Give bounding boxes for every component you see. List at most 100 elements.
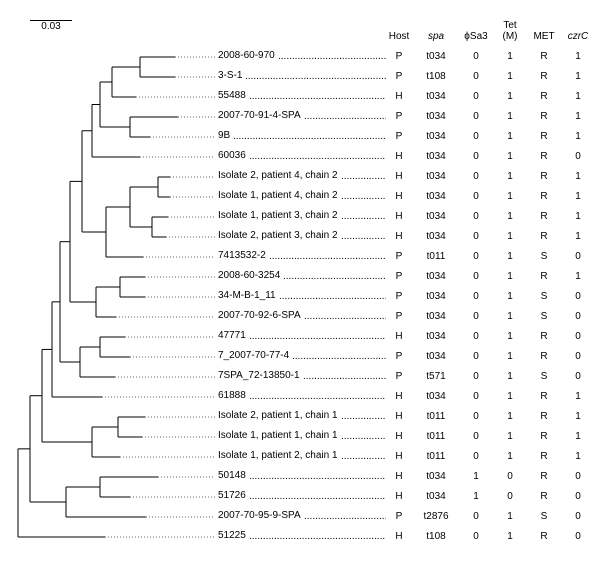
cell-phi: 1 [460,471,492,482]
leaf-label: Isolate 2, patient 4, chain 2 [218,171,340,181]
cell-spa: t011 [418,431,454,442]
cell-met: S [530,251,558,262]
cell-phi: 0 [460,411,492,422]
cell-met: S [530,371,558,382]
leader-dots: ...................... [341,431,386,442]
cell-met: R [530,71,558,82]
leader-dots: ........................................… [249,331,386,342]
cell-czr: 1 [564,391,592,402]
cell-czr: 0 [564,291,592,302]
cell-phi: 0 [460,371,492,382]
leaf-label: 50148 [218,471,248,481]
cell-phi: 0 [460,511,492,522]
cell-met: R [530,51,558,62]
cell-phi: 0 [460,451,492,462]
leader-dots: ........................................… [304,111,386,122]
cell-phi: 0 [460,191,492,202]
cell-met: R [530,131,558,142]
leaf-label: 61888 [218,391,248,401]
cell-czr: 0 [564,471,592,482]
cell-met: R [530,431,558,442]
cell-czr: 0 [564,311,592,322]
leader-dots: ........................................… [304,511,386,522]
cell-phi: 1 [460,491,492,502]
cell-tet: 1 [496,451,524,462]
cell-phi: 0 [460,311,492,322]
cell-phi: 0 [460,351,492,362]
cell-host: H [390,431,408,442]
leader-dots: ...................... [341,451,386,462]
cell-phi: 0 [460,391,492,402]
cell-tet: 0 [496,491,524,502]
cell-spa: t108 [418,71,454,82]
cell-spa: t034 [418,391,454,402]
cell-host: P [390,351,408,362]
cell-host: P [390,371,408,382]
leader-dots: ...................... [341,211,386,222]
cell-spa: t034 [418,231,454,242]
leaf-label: Isolate 1, patient 3, chain 2 [218,211,340,221]
cell-czr: 1 [564,191,592,202]
cell-spa: t034 [418,111,454,122]
cell-tet: 1 [496,251,524,262]
cell-czr: 1 [564,171,592,182]
cell-tet: 1 [496,111,524,122]
cell-spa: t034 [418,171,454,182]
cell-tet: 1 [496,431,524,442]
cell-host: H [390,391,408,402]
cell-host: H [390,451,408,462]
cell-phi: 0 [460,231,492,242]
cell-tet: 1 [496,171,524,182]
cell-host: P [390,511,408,522]
cell-host: H [390,211,408,222]
cell-host: H [390,491,408,502]
cell-host: H [390,411,408,422]
cell-met: R [530,111,558,122]
cell-host: H [390,191,408,202]
cell-met: R [530,471,558,482]
cell-phi: 0 [460,251,492,262]
cell-met: R [530,491,558,502]
leaf-label: 7_2007-70-77-4 [218,351,291,361]
cell-tet: 1 [496,91,524,102]
cell-met: R [530,391,558,402]
leaf-label: 2007-70-91-4-SPA [218,111,303,121]
cell-czr: 1 [564,411,592,422]
cell-tet: 1 [496,231,524,242]
leaf-label: Isolate 1, patient 4, chain 2 [218,191,340,201]
cell-host: P [390,291,408,302]
cell-met: R [530,331,558,342]
leader-dots: ........................................… [279,291,386,302]
leader-dots: ...................... [341,411,386,422]
cell-tet: 0 [496,471,524,482]
cell-met: S [530,311,558,322]
cell-spa: t034 [418,191,454,202]
cell-spa: t034 [418,291,454,302]
leaf-label: 2007-70-95-9-SPA [218,511,303,521]
cell-tet: 1 [496,511,524,522]
cell-phi: 0 [460,131,492,142]
leader-dots: ...................... [341,171,386,182]
cell-czr: 1 [564,451,592,462]
cell-tet: 1 [496,71,524,82]
leaf-label: 7413532-2 [218,251,268,261]
leaf-label: Isolate 2, patient 3, chain 2 [218,231,340,241]
cell-czr: 0 [564,151,592,162]
cell-spa: t034 [418,311,454,322]
cell-host: H [390,331,408,342]
cell-phi: 0 [460,51,492,62]
cell-czr: 1 [564,431,592,442]
leader-dots: ........................................… [283,271,386,282]
cell-tet: 1 [496,311,524,322]
leader-dots: ........................................… [249,471,386,482]
cell-phi: 0 [460,71,492,82]
cell-czr: 1 [564,51,592,62]
leader-dots: ........................................… [292,351,386,362]
cell-phi: 0 [460,111,492,122]
cell-host: P [390,131,408,142]
leader-dots: ...................... [341,231,386,242]
leaf-label: 60036 [218,151,248,161]
phylogram-figure: 0.03 Host spa ϕSa3 Tet (M) MET czrC 2008… [0,0,600,564]
cell-spa: t034 [418,331,454,342]
cell-spa: t034 [418,211,454,222]
